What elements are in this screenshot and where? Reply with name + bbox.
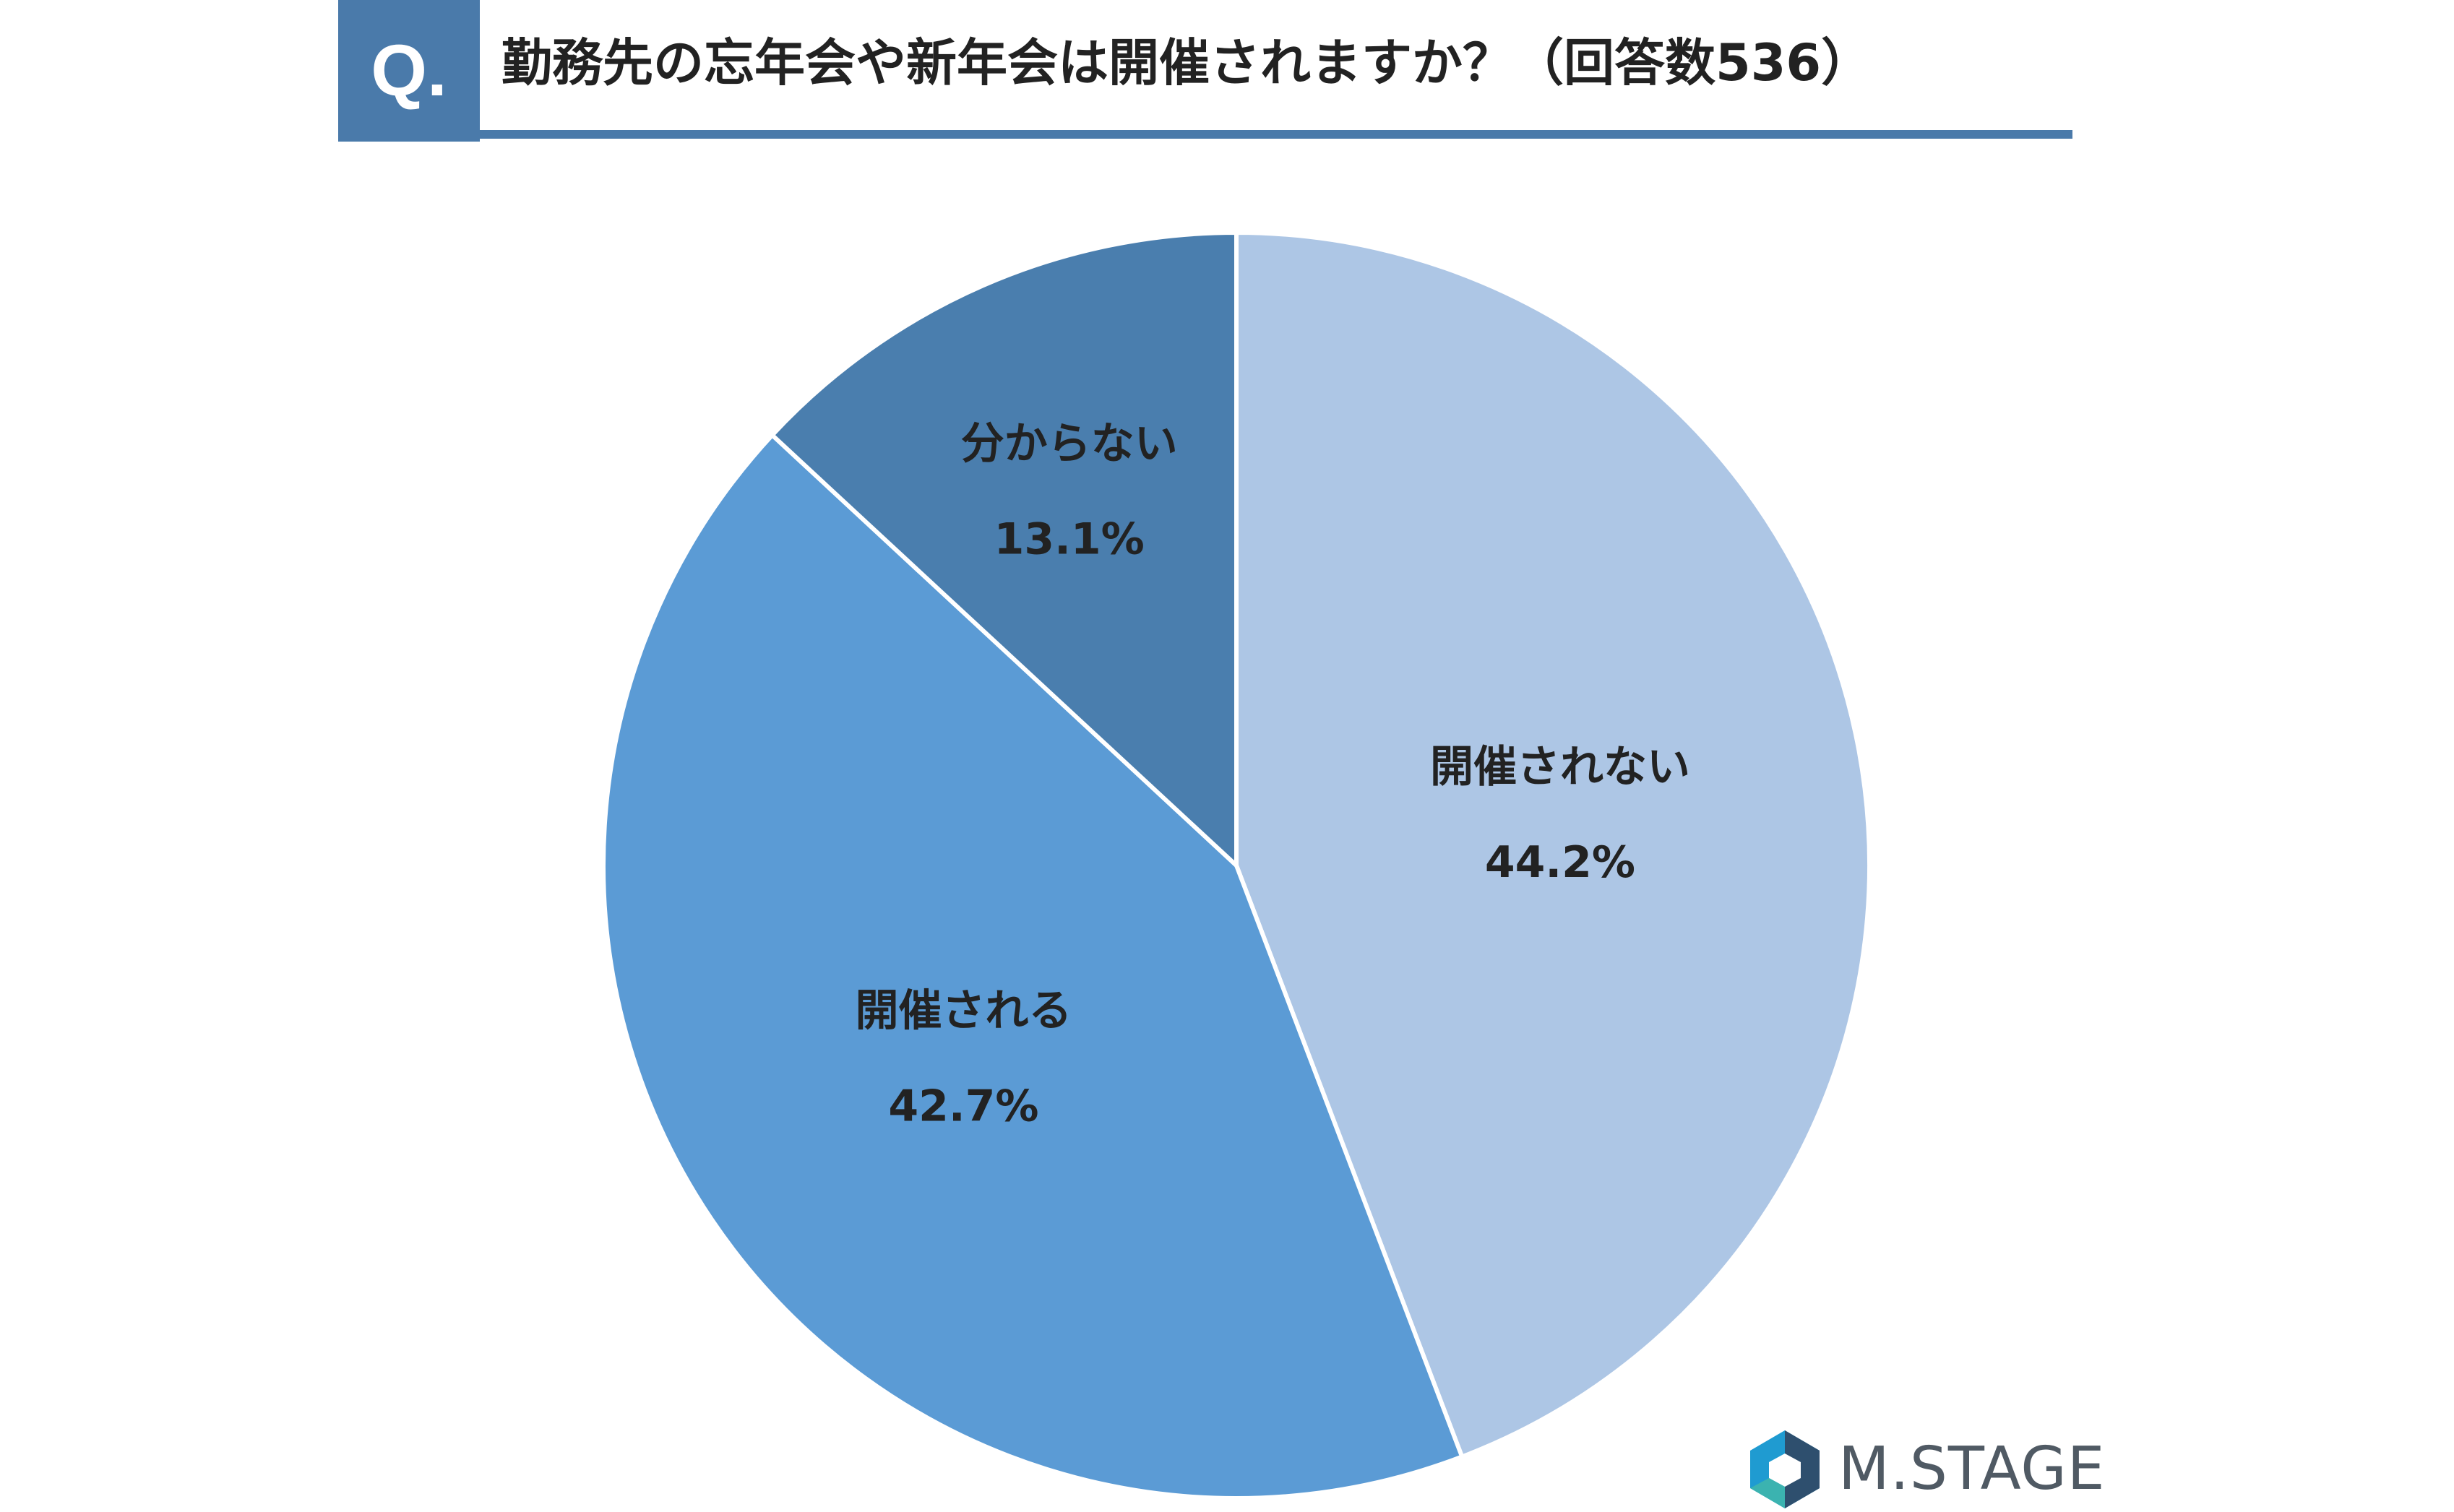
mstage-logo: M.STAGE xyxy=(1747,1427,2106,1512)
slice-value-label-3: 13.1% xyxy=(994,514,1145,565)
slice-category-label-3: 分からない xyxy=(961,419,1178,470)
pie-slice-1 xyxy=(1234,230,1872,1459)
slice-value-label-1: 44.2% xyxy=(1485,837,1635,888)
slice-category-label-1: 開催されない xyxy=(1430,742,1690,792)
slice-value-label-2: 42.7% xyxy=(888,1081,1038,1131)
chart-title: 勤務先の忘年会や新年会は開催されますか？（回答数536） xyxy=(501,33,1872,92)
mstage-logo-icon xyxy=(1750,1430,1820,1508)
slice-category-label-2: 開催される xyxy=(855,985,1072,1036)
mstage-logo-text: M.STAGE xyxy=(1838,1435,2106,1503)
pie-slice-2 xyxy=(601,433,1465,1500)
question-badge: Q. xyxy=(338,0,480,142)
pie-slice-3 xyxy=(770,230,1239,868)
title-underline xyxy=(480,130,2072,139)
